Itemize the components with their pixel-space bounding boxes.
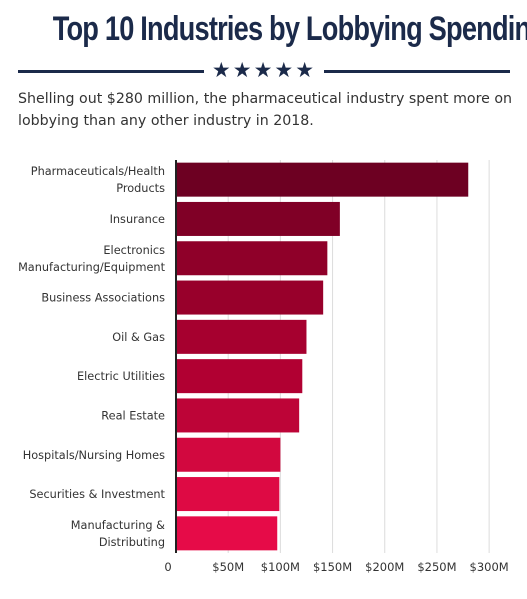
x-tick-label: $200M: [365, 560, 404, 574]
bar: [176, 437, 281, 472]
bar: [176, 359, 303, 394]
bar: [176, 516, 278, 551]
bar: [176, 201, 340, 236]
bar: [176, 398, 300, 433]
category-label: Oil & Gas: [112, 331, 165, 344]
bar: [176, 162, 469, 197]
category-label: Real Estate: [101, 409, 165, 422]
stars-decoration: ★★★★★: [211, 58, 317, 82]
bar: [176, 280, 324, 315]
title-divider-left: [18, 70, 204, 73]
category-label: Distributing: [99, 536, 165, 549]
category-label: Securities & Investment: [29, 488, 165, 501]
x-tick-label: $250M: [417, 560, 456, 574]
bar: [176, 477, 280, 512]
category-label: Products: [116, 182, 165, 195]
x-tick-label: 0: [164, 560, 171, 574]
category-label: Insurance: [110, 213, 165, 226]
bar: [176, 319, 307, 354]
category-label: Electric Utilities: [77, 370, 165, 383]
x-tick-label: $150M: [313, 560, 352, 574]
x-tick-label: $100M: [261, 560, 300, 574]
category-label: Hospitals/Nursing Homes: [23, 449, 165, 462]
category-label: Pharmaceuticals/Health: [31, 165, 165, 178]
category-label: Business Associations: [41, 292, 165, 305]
bar: [176, 241, 328, 276]
chart-title: Top 10 Industries by Lobbying Spending: [52, 10, 527, 48]
x-tick-label: $300M: [470, 560, 509, 574]
category-label: Manufacturing &: [71, 519, 165, 532]
category-label: Electronics: [103, 244, 165, 257]
title-divider-right: [324, 70, 510, 73]
chart-subtitle: Shelling out $280 million, the pharmaceu…: [18, 91, 512, 129]
category-label: Manufacturing/Equipment: [18, 261, 166, 274]
x-tick-label: $50M: [212, 560, 244, 574]
